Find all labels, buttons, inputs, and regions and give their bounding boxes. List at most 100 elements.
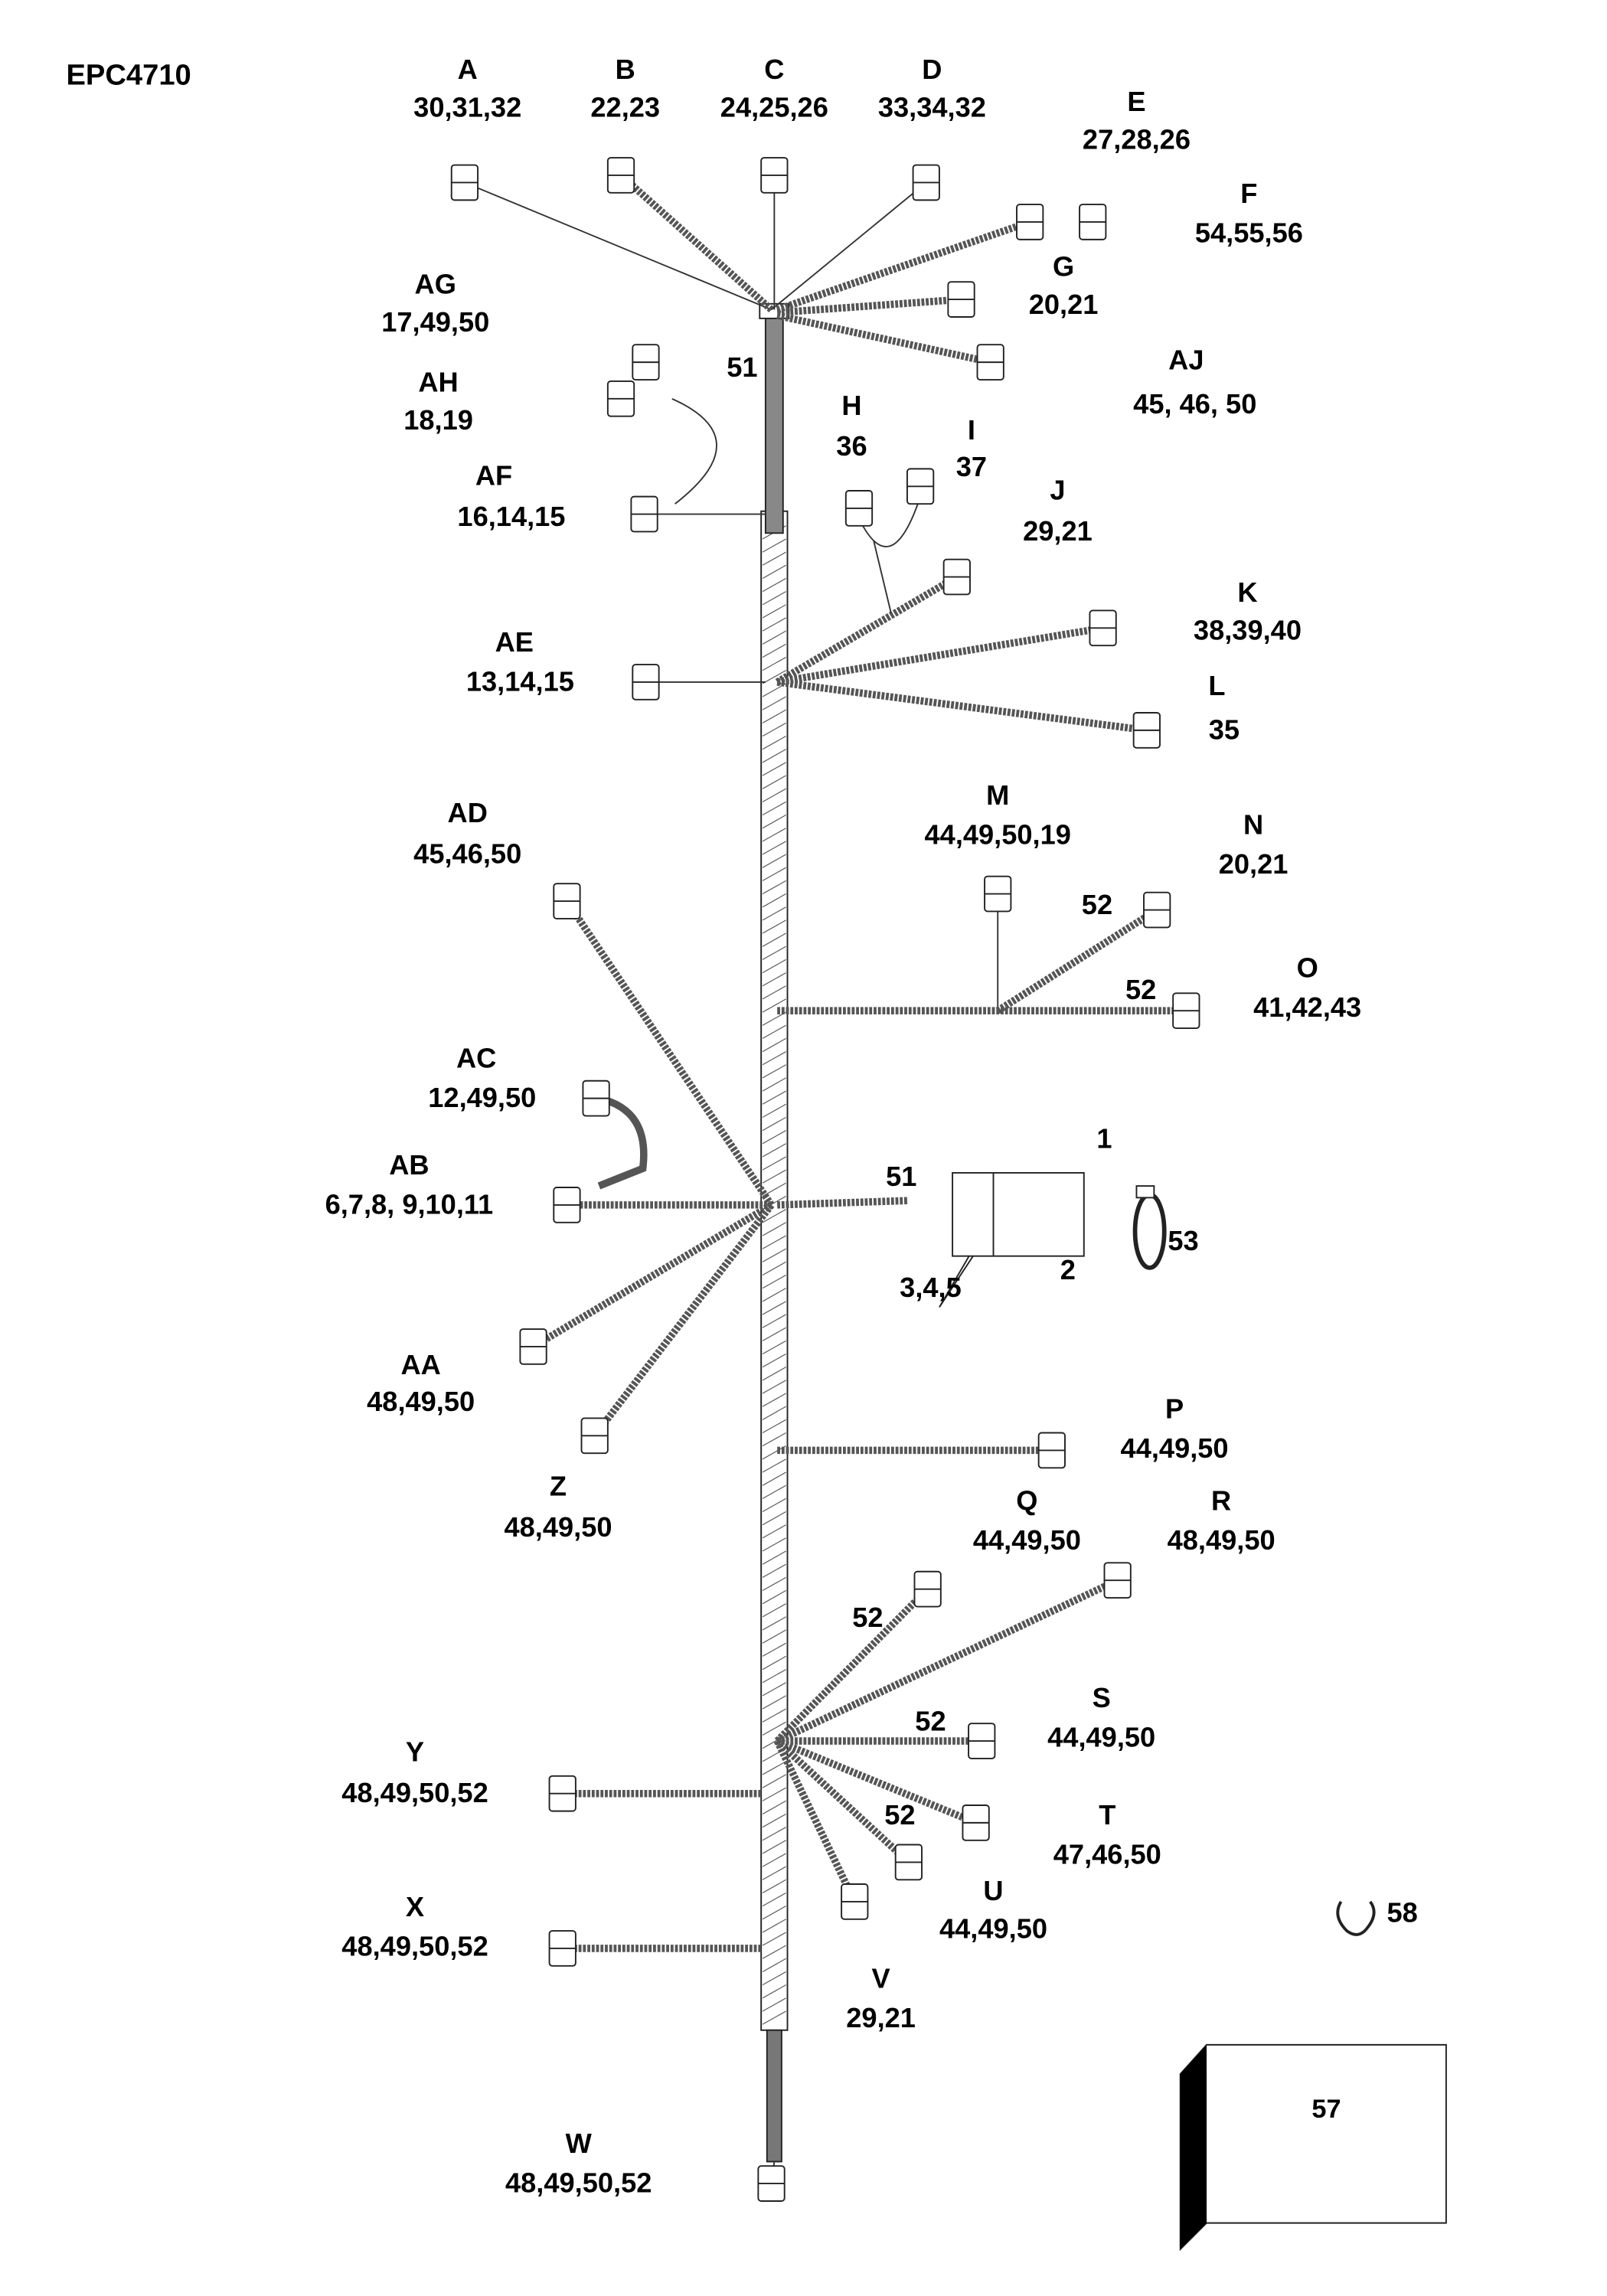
callout-parts-ad: 45,46,50	[413, 838, 521, 869]
wire-k	[776, 624, 1104, 686]
callout-parts-ae: 13,14,15	[466, 665, 574, 697]
hatch-line	[762, 1340, 786, 1354]
hatch-line	[762, 867, 786, 881]
callout-letter-ah: AH	[418, 366, 458, 397]
hatch-line	[762, 1103, 786, 1118]
callout-parts-af: 16,14,15	[457, 501, 565, 532]
hatch-line	[762, 2010, 786, 2025]
hatch-line	[762, 1721, 786, 1736]
hatch-line	[762, 736, 786, 750]
trunk-upper-braid	[764, 313, 784, 534]
hatch-line	[762, 1603, 786, 1618]
callout-parts-m: 44,49,50,19	[925, 819, 1071, 851]
callout-letter-aa: AA	[400, 1349, 440, 1380]
callout-letter-o: O	[1297, 952, 1318, 983]
callout-letter-i: I	[968, 414, 975, 446]
hatch-line	[762, 630, 786, 645]
callout-parts-n: 20,21	[1219, 848, 1289, 880]
hatch-line	[762, 1576, 786, 1592]
hatch-line	[762, 1261, 786, 1275]
callout-letter-ab: AB	[389, 1149, 429, 1181]
callout-letter-w: W	[566, 2128, 593, 2159]
hatch-line	[762, 985, 786, 1000]
hatch-line	[762, 828, 786, 842]
callout-parts-ag: 17,49,50	[381, 306, 489, 338]
trunk-hatching	[762, 525, 786, 2025]
hatch-line	[762, 1971, 786, 1986]
callout-letter-ae: AE	[495, 626, 534, 658]
hatch-line	[762, 1590, 786, 1605]
callout-letter-l: L	[1208, 670, 1225, 701]
hatch-line	[762, 696, 786, 710]
callout-parts-y: 48,49,50,52	[341, 1777, 488, 1808]
callout-letter-x: X	[406, 1891, 424, 1922]
hatch-line	[762, 1037, 786, 1053]
hatch-line	[762, 1406, 786, 1420]
hatch-line	[762, 1051, 786, 1066]
hatch-line	[762, 1064, 786, 1079]
wire-ad	[563, 899, 775, 1207]
wire-b	[618, 172, 774, 313]
clip-58-icon	[1336, 1900, 1376, 1936]
callout-parts-e: 27,28,26	[1083, 124, 1191, 155]
callout-parts-u: 44,49,50	[939, 1913, 1047, 1945]
hatch-line	[762, 1222, 786, 1236]
callout-parts-r: 48,49,50	[1168, 1524, 1275, 1556]
callout-parts-aa: 48,49,50	[367, 1386, 475, 1417]
hatch-line	[762, 643, 786, 658]
hatch-line	[762, 1616, 786, 1631]
part-n58: 58	[1387, 1897, 1418, 1929]
part-n52_o: 52	[1125, 974, 1156, 1005]
callout-letter-af: AF	[475, 459, 512, 491]
callout-letter-e: E	[1127, 86, 1145, 117]
hatch-line	[762, 906, 786, 921]
hatch-line	[762, 604, 786, 619]
hatch-line	[762, 762, 786, 776]
module-1	[952, 1171, 1085, 1257]
hatch-line	[762, 722, 786, 737]
callout-letter-ag: AG	[415, 268, 456, 299]
hatch-line	[762, 1497, 786, 1513]
callout-letter-y: Y	[406, 1736, 424, 1768]
callout-letter-t: T	[1099, 1799, 1115, 1831]
wire-t	[776, 1737, 978, 1827]
callout-letter-h: H	[841, 390, 861, 421]
wire-h	[873, 540, 892, 614]
hatch-line	[762, 1642, 786, 1657]
callout-letter-n: N	[1243, 808, 1263, 840]
hatch-line	[762, 1958, 786, 1972]
wire-l	[776, 678, 1148, 734]
hatch-line	[762, 656, 786, 671]
hatch-line	[762, 1235, 786, 1249]
hatch-line	[762, 788, 786, 802]
box-57-side	[1180, 2044, 1207, 2249]
callout-letter-ac: AC	[456, 1043, 496, 1074]
callout-parts-p: 44,49,50	[1121, 1432, 1229, 1464]
hatch-line	[762, 1143, 786, 1158]
callout-parts-j: 29,21	[1023, 515, 1093, 547]
wire-module-1	[777, 1197, 910, 1209]
hatch-line	[762, 998, 786, 1013]
hatch-line	[762, 1248, 786, 1262]
part-57: 57	[1311, 2095, 1341, 2124]
hatch-line	[762, 1682, 786, 1697]
hatch-line	[762, 854, 786, 868]
hatch-line	[762, 972, 786, 987]
hatch-line	[762, 1669, 786, 1684]
hatch-line	[762, 775, 786, 789]
hatch-line	[762, 1301, 786, 1315]
connectors	[450, 157, 1200, 2202]
hatch-line	[762, 1314, 786, 1328]
hatch-line	[762, 1563, 786, 1578]
callouts: A 30,31,32 B 22,23 C 24,25,26 D 33,34,32 E 27,28,…	[325, 54, 1418, 2199]
hatch-line	[762, 959, 786, 974]
hatch-line	[762, 1537, 786, 1552]
hatch-line	[762, 946, 786, 960]
hatch-line	[762, 880, 786, 895]
wire-aj	[776, 312, 991, 366]
hatch-line	[762, 749, 786, 763]
hatch-line	[762, 1380, 786, 1394]
hatch-line	[762, 1024, 786, 1039]
